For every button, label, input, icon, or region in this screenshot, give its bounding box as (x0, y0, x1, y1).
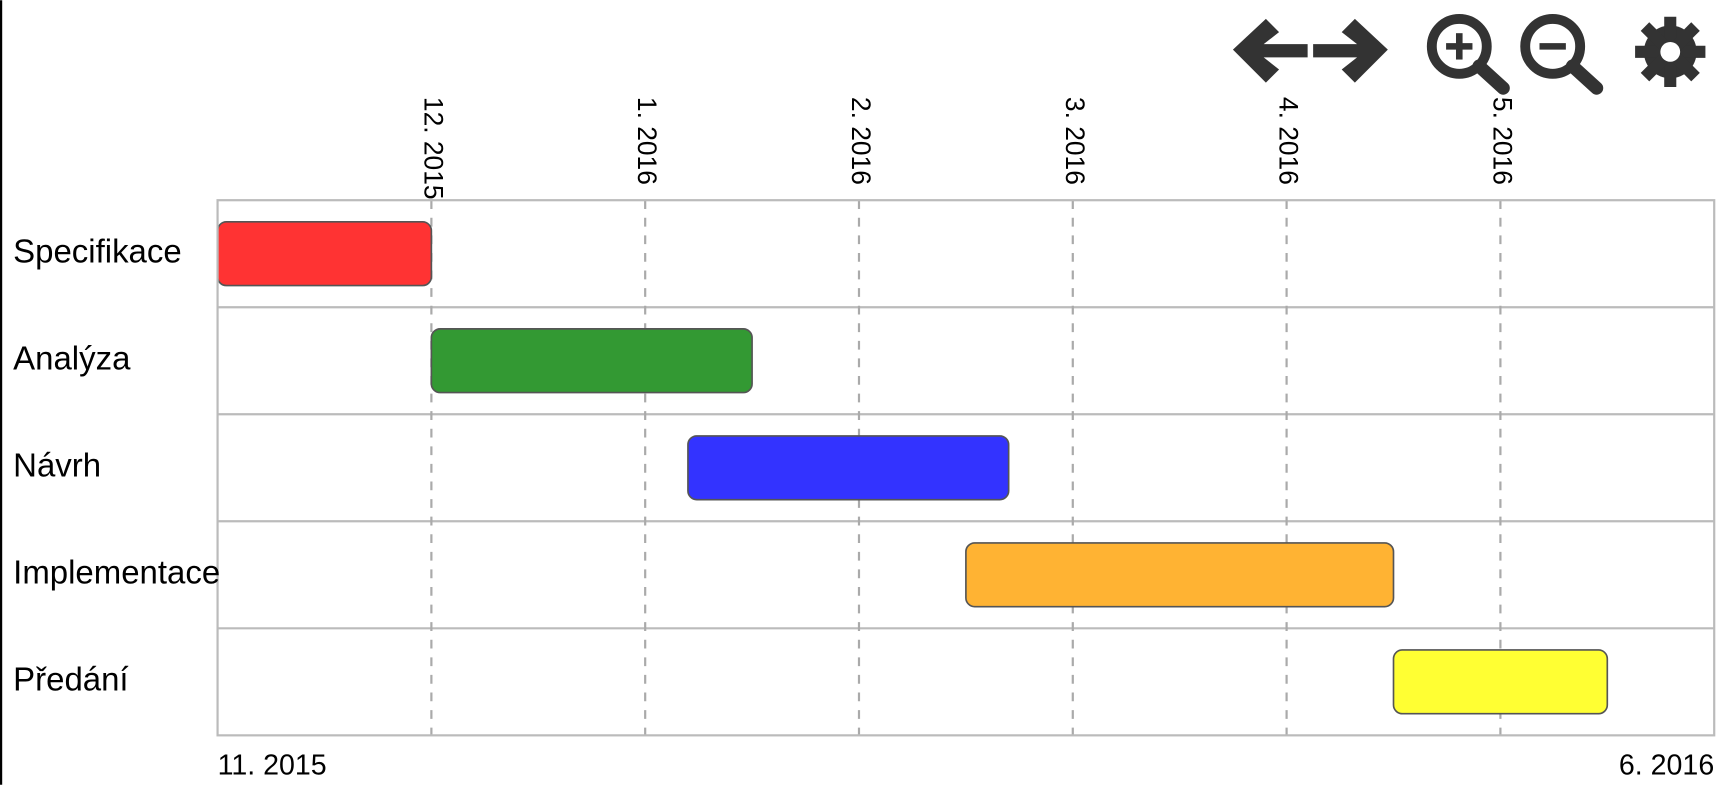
task-bar (430, 328, 753, 394)
x-tick-label: 2. 2016 (846, 97, 876, 185)
row-label: Specifikace (13, 232, 182, 269)
settings-button[interactable] (1635, 16, 1706, 88)
toolbar (1232, 13, 1706, 95)
row-label: Předání (13, 661, 128, 698)
x-tick-label: 1. 2016 (632, 97, 662, 185)
pan-right-button[interactable] (1313, 18, 1388, 83)
row-label: Analýza (13, 339, 131, 376)
zoom-in-button[interactable] (1426, 13, 1510, 95)
x-tick-label: 5. 2016 (1487, 97, 1517, 185)
row-label: Implementace (13, 554, 220, 591)
task-bar (216, 221, 433, 287)
x-tick-label: 3. 2016 (1060, 97, 1090, 185)
x-tick-label: 4. 2016 (1274, 97, 1304, 185)
task-bar (1392, 649, 1609, 715)
zoom-out-button[interactable] (1520, 13, 1604, 95)
plot-border (216, 199, 1716, 737)
task-bar (965, 542, 1395, 608)
x-tick-label: 12. 2015 (418, 97, 448, 200)
x-axis-end-label: 6. 2016 (1619, 750, 1714, 782)
x-axis-start-label: 11. 2015 (218, 750, 327, 782)
pan-left-button[interactable] (1232, 18, 1308, 83)
task-bar (687, 435, 1010, 501)
row-label: Návrh (13, 446, 101, 483)
